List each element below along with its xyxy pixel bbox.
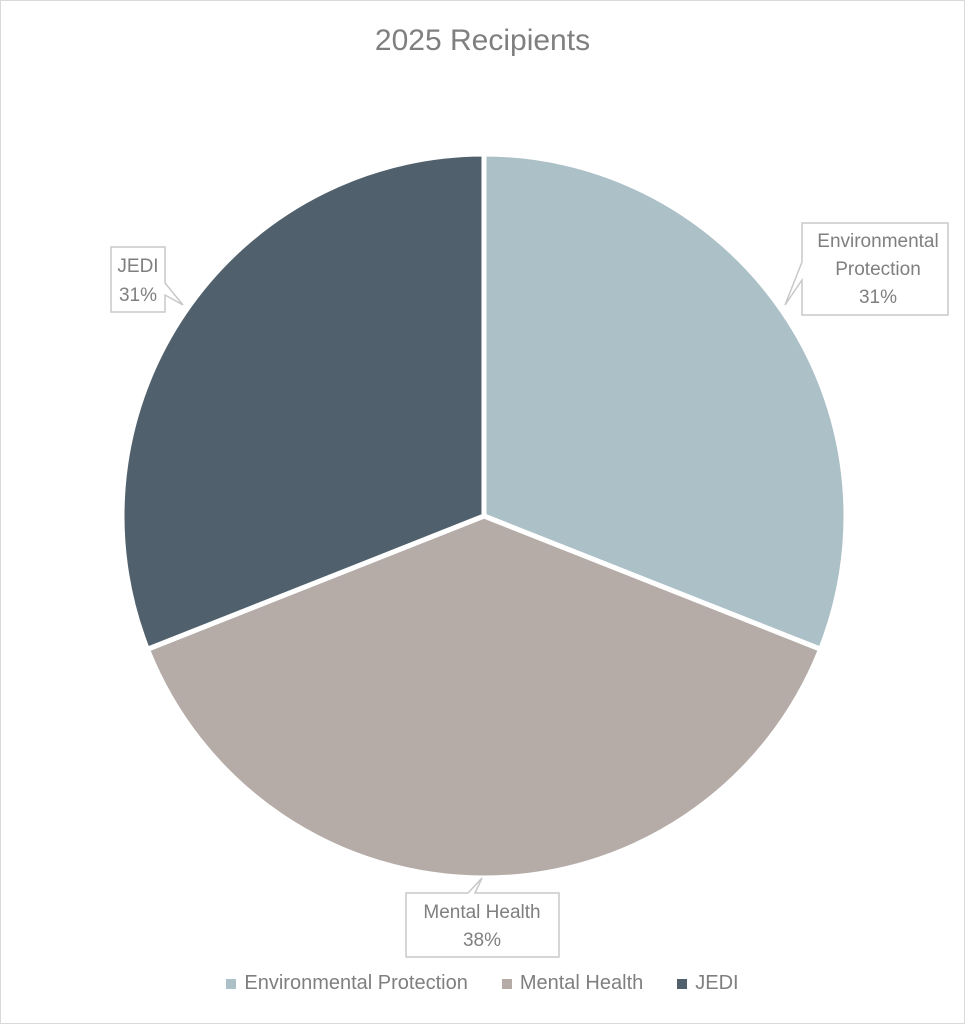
legend-item-mental-health: Mental Health — [501, 972, 644, 995]
legend-label: JEDI — [695, 972, 739, 994]
svg-text:31%: 31% — [859, 287, 897, 308]
chart-title: 2025 Recipients — [374, 24, 591, 57]
legend-swatch-icon — [677, 978, 688, 989]
svg-text:31%: 31% — [119, 285, 157, 306]
svg-text:Environmental: Environmental — [817, 231, 938, 252]
legend-swatch-icon — [226, 978, 237, 989]
svg-text:Mental Health: Mental Health — [423, 902, 540, 923]
svg-text:38%: 38% — [463, 930, 501, 951]
pie-slice-jedi — [119, 151, 487, 652]
legend-label: Mental Health — [519, 972, 644, 994]
pie-slice-environmental-protection — [481, 151, 849, 652]
svg-text:JEDI: JEDI — [117, 256, 158, 277]
legend-item-jedi: JEDI — [677, 972, 739, 995]
data-label-jedi: JEDI 31% — [110, 246, 184, 313]
legend-swatch-icon — [501, 978, 512, 989]
legend-item-environmental-protection: Environmental Protection — [226, 972, 468, 995]
legend-label: Environmental Protection — [244, 972, 468, 994]
pie-slice-mental-health — [144, 513, 824, 881]
chart-legend: Environmental Protection Mental Health J… — [0, 972, 965, 995]
data-label-environmental-protection: Environmental Protection 31% — [784, 222, 949, 316]
svg-text:Protection: Protection — [835, 259, 921, 280]
data-label-mental-health: Mental Health 38% — [405, 877, 560, 958]
